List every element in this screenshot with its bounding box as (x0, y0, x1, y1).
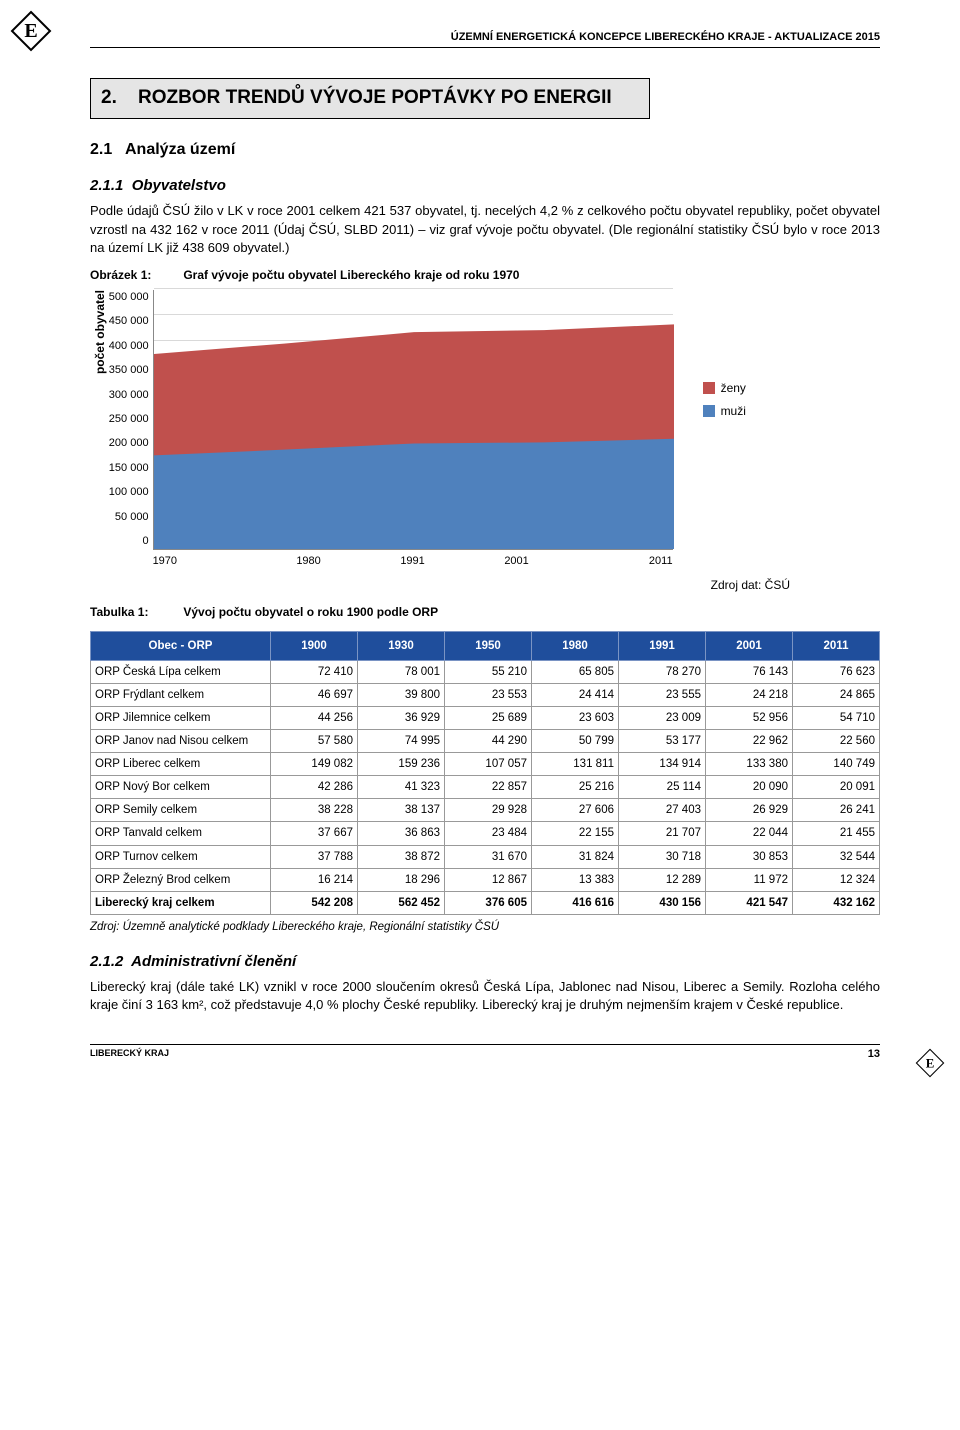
orp-population-table: Obec - ORP1900193019501980199120012011OR… (90, 631, 880, 915)
svg-text:E: E (24, 20, 37, 42)
subheading-2-1-1: 2.1.1 Obyvatelstvo (90, 175, 880, 196)
table-row: ORP Jilemnice celkem44 25636 92925 68923… (91, 707, 880, 730)
table-header: 1991 (619, 631, 706, 660)
table-header: 1900 (271, 631, 358, 660)
table-row: ORP Železný Brod celkem16 21418 29612 86… (91, 868, 880, 891)
page-footer: LIBERECKÝ KRAJ 13 (90, 1044, 880, 1062)
table-row: ORP Janov nad Nisou celkem57 58074 99544… (91, 730, 880, 753)
table-row: ORP Tanvald celkem37 66736 86323 48422 1… (91, 822, 880, 845)
section-number: 2. (101, 87, 117, 108)
page-number: 13 (868, 1047, 880, 1062)
table-row: ORP Turnov celkem37 78838 87231 67031 82… (91, 845, 880, 868)
legend-swatch-muzi (703, 405, 715, 417)
figure-1-caption: Obrázek 1: Graf vývoje počtu obyvatel Li… (90, 267, 880, 284)
legend-swatch-zeny (703, 382, 715, 394)
legend-item-zeny: ženy (703, 380, 746, 397)
table-header: 1930 (358, 631, 445, 660)
paragraph-obyvatelstvo: Podle údajů ČSÚ žilo v LK v roce 2001 ce… (90, 202, 880, 257)
table-header: 2001 (706, 631, 793, 660)
logo-top-icon: E (10, 10, 52, 57)
table-header: 1980 (532, 631, 619, 660)
section-title: ROZBOR TRENDŮ VÝVOJE POPTÁVKY PO ENERGII (138, 87, 612, 108)
table-1-caption: Tabulka 1: Vývoj počtu obyvatel o roku 1… (90, 604, 880, 621)
footer-left: LIBERECKÝ KRAJ (90, 1047, 169, 1062)
page-header: ÚZEMNÍ ENERGETICKÁ KONCEPCE LIBERECKÉHO … (90, 30, 880, 48)
table-row: ORP Frýdlant celkem46 69739 80023 55324 … (91, 683, 880, 706)
table-total-row: Liberecký kraj celkem542 208562 452376 6… (91, 891, 880, 914)
svg-text:E: E (926, 1056, 935, 1070)
logo-bottom-icon: E (915, 1048, 945, 1083)
chart-xaxis: 19701980199120012011 (153, 550, 673, 569)
table-source: Zdroj: Územně analytické podklady Libere… (90, 919, 880, 935)
subheading-2-1-2: 2.1.2 Administrativní členění (90, 951, 880, 972)
paragraph-admin: Liberecký kraj (dále také LK) vznikl v r… (90, 978, 880, 1014)
chart-ylabel: počet obyvatel (90, 290, 109, 434)
table-row: ORP Česká Lípa celkem72 41078 00155 2106… (91, 660, 880, 683)
table-row: ORP Nový Bor celkem42 28641 32322 85725 … (91, 776, 880, 799)
chart-source: Zdroj dat: ČSÚ (90, 577, 790, 594)
table-row: ORP Liberec celkem149 082159 236107 0571… (91, 753, 880, 776)
chart-plot-area (153, 290, 673, 550)
section-heading: 2. ROZBOR TRENDŮ VÝVOJE POPTÁVKY PO ENER… (90, 78, 650, 119)
table-header: 1950 (445, 631, 532, 660)
legend-item-muzi: muži (703, 403, 746, 420)
subheading-2-1: 2.1 Analýza území (90, 139, 880, 161)
chart-legend: ženy muži (673, 290, 746, 426)
table-row: ORP Semily celkem38 22838 13729 92827 60… (91, 799, 880, 822)
table-header: 2011 (793, 631, 880, 660)
chart-yaxis: 500 000450 000400 000350 000300 000250 0… (109, 290, 153, 550)
table-header: Obec - ORP (91, 631, 271, 660)
population-chart: počet obyvatel 500 000450 000400 000350 … (90, 290, 880, 594)
